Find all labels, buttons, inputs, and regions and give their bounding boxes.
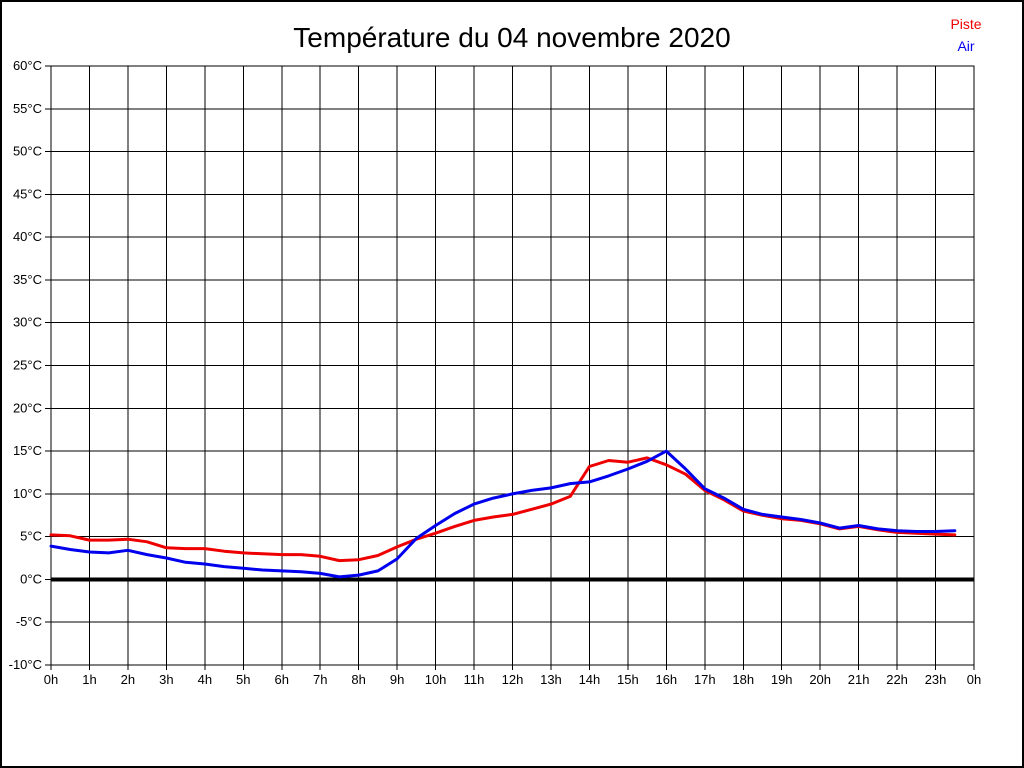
chart-title: Température du 04 novembre 2020 [293, 22, 731, 53]
x-tick-label: 2h [121, 672, 135, 687]
legend-item-air: Air [957, 38, 975, 54]
x-tick-label: 10h [425, 672, 447, 687]
y-tick-label: 35°C [13, 272, 42, 287]
legend-item-piste: Piste [950, 16, 982, 32]
x-tick-label: 21h [848, 672, 870, 687]
x-tick-label: 1h [82, 672, 96, 687]
x-tick-label: 4h [198, 672, 212, 687]
x-tick-label: 12h [502, 672, 524, 687]
x-tick-label: 16h [655, 672, 677, 687]
x-tick-label: 5h [236, 672, 250, 687]
x-tick-label: 14h [579, 672, 601, 687]
x-tick-label: 18h [732, 672, 754, 687]
y-tick-label: -10°C [9, 657, 42, 672]
y-tick-label: 15°C [13, 443, 42, 458]
x-tick-label: 11h [464, 672, 485, 687]
x-tick-label: 19h [771, 672, 793, 687]
x-tick-label: 0h [967, 672, 981, 687]
y-tick-label: 20°C [13, 400, 42, 415]
y-tick-label: 30°C [13, 315, 42, 330]
air-line [49, 449, 957, 579]
x-tick-label: 0h [44, 672, 58, 687]
x-tick-label: 3h [159, 672, 173, 687]
y-tick-label: -5°C [16, 614, 42, 629]
y-tick-label: 10°C [13, 486, 42, 501]
x-tick-label: 9h [390, 672, 404, 687]
y-tick-label: 50°C [13, 144, 42, 159]
x-tick-label: 17h [694, 672, 716, 687]
legend: Piste Air [934, 13, 998, 57]
x-tick-label: 15h [617, 672, 639, 687]
x-tick-label: 8h [351, 672, 365, 687]
plot-border [50, 65, 975, 666]
y-tick-label: 55°C [13, 101, 42, 116]
x-tick-label: 20h [809, 672, 831, 687]
y-tick-label: 40°C [13, 229, 42, 244]
y-tick-label: 25°C [13, 358, 42, 373]
y-tick-label: 45°C [13, 186, 42, 201]
y-tick-label: 5°C [20, 529, 42, 544]
x-tick-label: 22h [886, 672, 908, 687]
y-tick-label: 0°C [20, 571, 42, 586]
x-tick-label: 7h [313, 672, 327, 687]
x-tick-label: 6h [275, 672, 289, 687]
y-tick-label: 60°C [13, 58, 42, 73]
x-tick-label: 13h [540, 672, 562, 687]
x-tick-label: 23h [925, 672, 947, 687]
piste-line [49, 456, 957, 563]
